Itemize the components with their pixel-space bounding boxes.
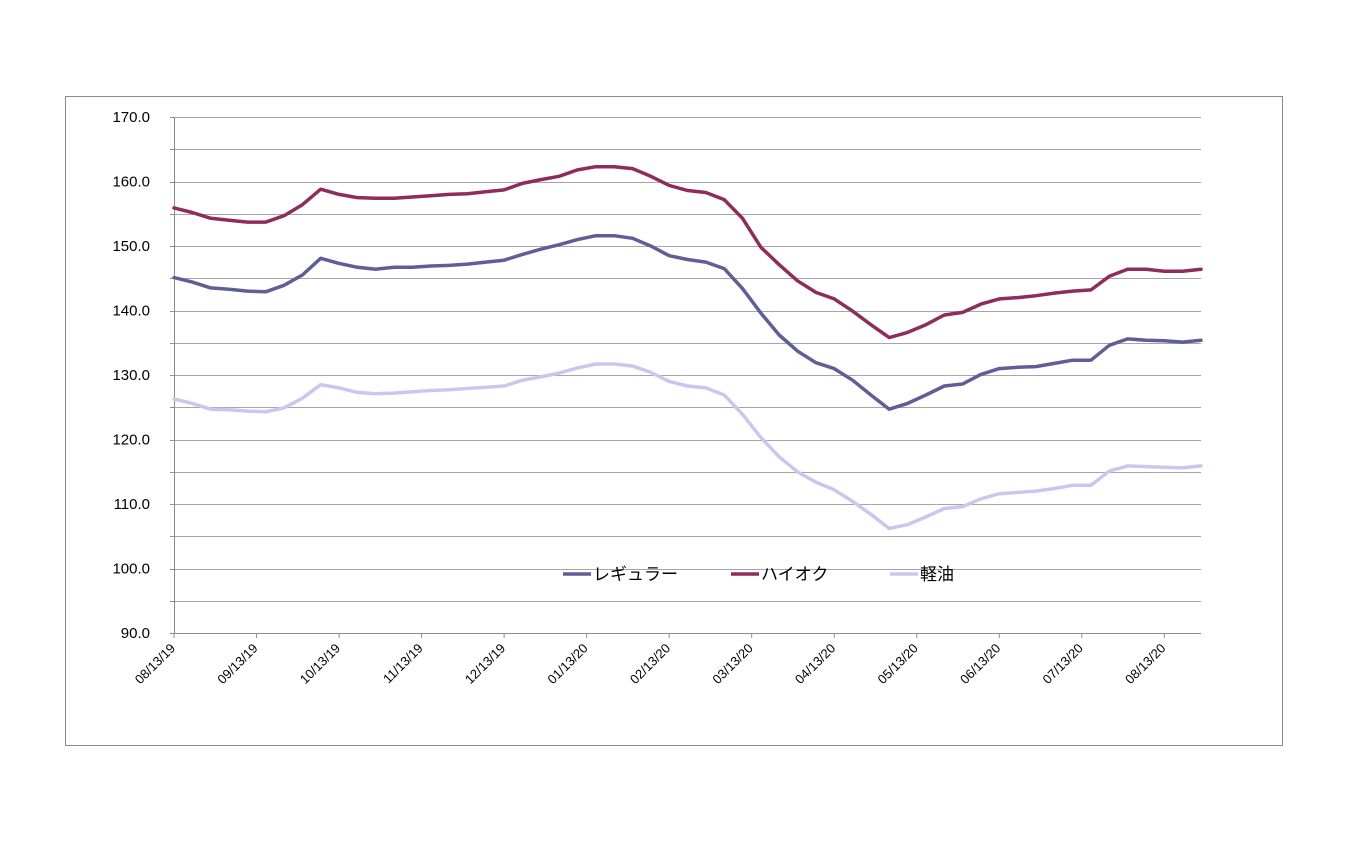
series-line-2 bbox=[172, 164, 1203, 340]
y-tick-label: 120.0 bbox=[112, 432, 150, 449]
legend-label: ハイオク bbox=[761, 565, 828, 584]
y-tick-label: 140.0 bbox=[112, 303, 150, 320]
x-tick-label: 08/13/20 bbox=[1122, 641, 1168, 687]
chart-area: 170.0 160.0 150.0 140.0 130.0 120.0 110.0 100.0… bbox=[65, 96, 1283, 746]
x-tick-label: 02/13/20 bbox=[627, 641, 673, 687]
legend-label: レギュラー bbox=[593, 565, 678, 584]
x-tick-label: 05/13/20 bbox=[874, 641, 920, 687]
y-tick-label: 110.0 bbox=[114, 496, 150, 513]
legend: レギュラー ハイオク 軽油 bbox=[563, 565, 954, 584]
x-tick-label: 11/13/19 bbox=[380, 641, 426, 687]
axes bbox=[170, 117, 1201, 638]
x-tick-label: 08/13/19 bbox=[132, 641, 178, 687]
x-tick-label: 09/13/19 bbox=[214, 641, 260, 687]
series-line-1 bbox=[172, 233, 1203, 411]
x-tick-label: 06/13/20 bbox=[957, 641, 1003, 687]
legend-label: 軽油 bbox=[920, 565, 954, 584]
y-axis-tick-labels: 170.0 160.0 150.0 140.0 130.0 120.0 110.0 100.0… bbox=[112, 109, 150, 642]
series-line-3 bbox=[172, 362, 1203, 531]
x-axis-tick-labels: 08/13/19 09/13/19 10/13/19 11/13/19 12/13/19… bbox=[132, 641, 1169, 687]
x-tick-label: 10/13/19 bbox=[297, 641, 343, 687]
x-tick-label: 12/13/19 bbox=[462, 641, 508, 687]
series-lines bbox=[172, 164, 1203, 531]
y-tick-label: 170.0 bbox=[112, 109, 150, 126]
x-tick-label: 01/13/20 bbox=[544, 641, 590, 687]
y-tick-label: 160.0 bbox=[112, 174, 150, 191]
y-tick-label: 90.0 bbox=[121, 625, 150, 642]
x-tick-label: 07/13/20 bbox=[1040, 641, 1086, 687]
x-tick-label: 04/13/20 bbox=[792, 641, 838, 687]
y-tick-label: 150.0 bbox=[112, 238, 150, 255]
line-chart: 170.0 160.0 150.0 140.0 130.0 120.0 110.0 100.0… bbox=[112, 109, 1203, 687]
y-tick-label: 100.0 bbox=[112, 561, 150, 578]
gridlines bbox=[174, 117, 1201, 602]
y-tick-label: 130.0 bbox=[112, 367, 150, 384]
x-tick-label: 03/13/20 bbox=[709, 641, 755, 687]
